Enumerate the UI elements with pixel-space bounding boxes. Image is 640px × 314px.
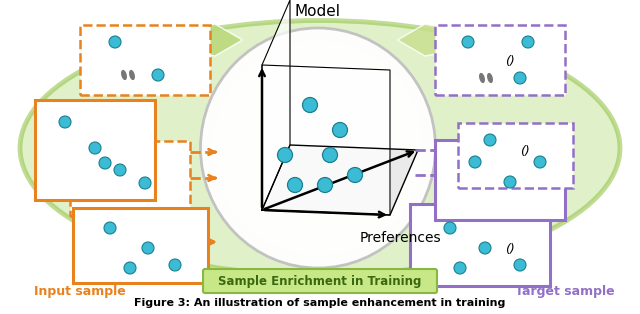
Circle shape [287,177,303,192]
Text: Sample Enrichment in Training: Sample Enrichment in Training [218,274,422,288]
Text: (): () [505,56,515,68]
Ellipse shape [20,20,620,275]
Bar [80,25,210,95]
FancyBboxPatch shape [203,269,437,293]
Circle shape [484,134,496,146]
Polygon shape [188,24,243,56]
Circle shape [59,116,71,128]
Circle shape [444,222,456,234]
Circle shape [104,222,116,234]
Circle shape [303,98,317,112]
Circle shape [278,148,292,163]
Polygon shape [262,145,418,215]
Text: Model: Model [295,4,341,19]
Text: Preferences: Preferences [359,231,441,245]
Ellipse shape [213,41,423,256]
Circle shape [333,122,348,138]
Circle shape [152,69,164,81]
Circle shape [348,167,362,182]
Circle shape [89,142,101,154]
Ellipse shape [480,73,484,82]
Text: (): () [505,243,515,257]
Circle shape [514,72,526,84]
Circle shape [469,156,481,168]
Circle shape [323,148,337,163]
Bar [410,204,550,286]
Polygon shape [262,65,390,215]
Ellipse shape [122,71,126,79]
Circle shape [99,157,111,169]
Circle shape [479,242,491,254]
Circle shape [534,156,546,168]
Circle shape [514,259,526,271]
Text: Target sample: Target sample [515,284,615,297]
Circle shape [114,164,126,176]
Bar [70,140,190,215]
Ellipse shape [200,28,435,268]
Circle shape [317,177,333,192]
Circle shape [522,36,534,48]
Text: Input sample: Input sample [34,284,126,297]
Ellipse shape [488,73,492,82]
Circle shape [504,176,516,188]
Bar [435,25,565,95]
Polygon shape [262,0,290,210]
Text: (): () [520,145,530,159]
Bar [458,122,573,187]
Polygon shape [397,24,452,56]
Bar [35,100,155,200]
Bar [435,140,565,220]
Circle shape [124,262,136,274]
Circle shape [454,262,466,274]
Ellipse shape [130,71,134,79]
Circle shape [142,242,154,254]
Circle shape [109,36,121,48]
Circle shape [462,36,474,48]
Text: Figure 3: An illustration of sample enhancement in training: Figure 3: An illustration of sample enha… [134,298,506,308]
Bar [72,208,207,283]
Circle shape [139,177,151,189]
Circle shape [169,259,181,271]
